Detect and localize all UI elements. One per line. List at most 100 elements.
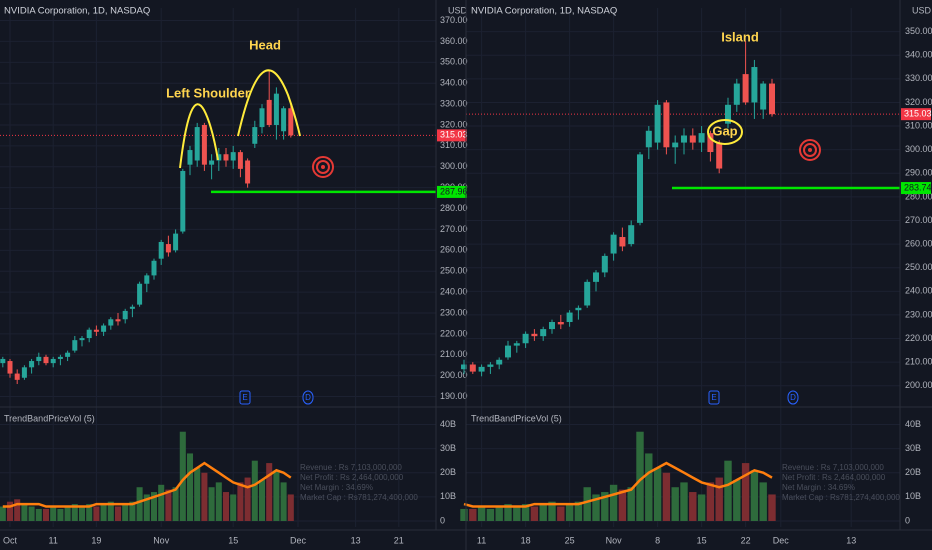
volume-bar: [636, 431, 644, 521]
volume-bar: [565, 504, 574, 521]
price-tick-label: 210.00: [440, 349, 468, 359]
volume-tick-label: 10B: [440, 491, 456, 501]
volume-bar: [194, 467, 201, 521]
candle-body: [540, 329, 547, 337]
volume-bar: [93, 506, 100, 521]
volume-bar: [618, 489, 627, 521]
time-tick-label: 11: [477, 535, 486, 545]
price-tick-label: 240.00: [905, 286, 932, 296]
candle-body: [266, 99, 272, 125]
candle-body: [557, 322, 564, 325]
volume-bar: [14, 499, 21, 521]
event-icon[interactable]: [239, 390, 251, 405]
candle-body: [173, 233, 179, 251]
annotation: Left Shoulder: [166, 85, 250, 100]
indicator-stat: Revenue : Rs 7,103,000,000: [782, 463, 884, 472]
volume-bar: [114, 506, 122, 521]
candle-body: [610, 234, 617, 254]
volume-bar: [100, 504, 107, 521]
time-tick-label: 21: [394, 535, 404, 545]
price-tick-label: 280.00: [440, 203, 468, 213]
last-price-label: 315.03: [440, 130, 468, 140]
time-tick-label: Dec: [773, 535, 790, 545]
candle-body: [513, 343, 520, 346]
candle-body: [637, 154, 643, 223]
candle-body: [158, 241, 164, 259]
volume-bar: [530, 506, 539, 521]
volume-tick-label: 40B: [905, 419, 921, 429]
candle-body: [245, 160, 251, 184]
indicator-stat: Market Cap : Rs781,274,400,000: [300, 493, 418, 502]
volume-bar: [557, 506, 565, 521]
volume-bar: [513, 506, 521, 521]
candle-body: [733, 83, 740, 105]
volume-bar: [724, 460, 732, 521]
candle-body: [237, 152, 243, 169]
volume-bar: [165, 489, 172, 521]
volume-bar: [574, 501, 583, 521]
annotation: Gap: [712, 123, 737, 138]
candle-body: [180, 170, 186, 232]
volume-bar: [706, 482, 715, 521]
volume-tick-label: 30B: [905, 443, 921, 453]
candle-body: [50, 358, 56, 364]
volume-bar: [42, 508, 50, 521]
candle-body: [760, 83, 767, 110]
price-tick-label: 250.00: [905, 262, 932, 272]
price-tick-label: 340.00: [440, 78, 468, 88]
support-price-box: [901, 182, 931, 195]
volume-bar: [230, 494, 237, 521]
price-tick-label: 260.00: [905, 238, 932, 248]
candle-body: [209, 160, 215, 165]
volume-bar: [609, 484, 618, 521]
price-tick-label: 190.00: [440, 391, 468, 401]
candle-body: [7, 361, 13, 374]
volume-bar: [35, 508, 42, 521]
candle-body: [645, 130, 652, 148]
candle-body: [93, 329, 99, 332]
event-icon[interactable]: [708, 390, 720, 405]
event-label: E: [242, 393, 247, 402]
time-tick-label: 13: [351, 535, 361, 545]
candle-body: [593, 272, 599, 282]
price-tick-label: 310.00: [905, 120, 932, 130]
price-tick-label: 200.00: [440, 370, 468, 380]
time-tick-label: 19: [91, 535, 101, 545]
candle-body: [281, 108, 287, 132]
time-tick-label: 8: [655, 535, 660, 545]
candle-body: [601, 255, 608, 273]
annotation: Head: [249, 37, 281, 52]
candle-body: [769, 83, 775, 115]
volume-bar: [215, 482, 222, 521]
candle-body: [86, 329, 92, 339]
volume-bar: [287, 494, 294, 521]
price-tick-label: 360.00: [440, 36, 468, 46]
volume-bar: [645, 453, 653, 521]
volume-bar: [689, 492, 697, 521]
price-tick-label: 220.00: [905, 333, 932, 343]
event-icon[interactable]: [787, 390, 799, 405]
volume-bar: [208, 487, 215, 521]
price-tick-label: 270.00: [905, 215, 932, 225]
volume-bar: [71, 504, 78, 521]
target-icon: [312, 156, 334, 178]
volume-bar: [504, 504, 512, 521]
candle-body: [259, 108, 265, 128]
candle-body: [716, 142, 723, 169]
price-tick-label: 290.00: [905, 168, 932, 178]
volume-bar: [653, 467, 662, 521]
candle-body: [707, 133, 714, 153]
volume-bar: [460, 508, 468, 521]
last-price-label: 315.03: [904, 109, 932, 119]
time-tick-label: 15: [697, 535, 707, 545]
time-tick-label: Oct: [3, 535, 18, 545]
volume-bar: [129, 501, 136, 521]
price-tick-label: 310.00: [440, 140, 468, 150]
candle-body: [725, 104, 731, 124]
volume-bar: [6, 501, 14, 521]
indicator-stat: Net Profit : Rs 2,464,000,000: [782, 473, 886, 482]
volume-bar: [733, 479, 741, 521]
volume-bar: [715, 477, 723, 521]
volume-bar: [150, 492, 158, 521]
event-icon[interactable]: [302, 390, 314, 405]
